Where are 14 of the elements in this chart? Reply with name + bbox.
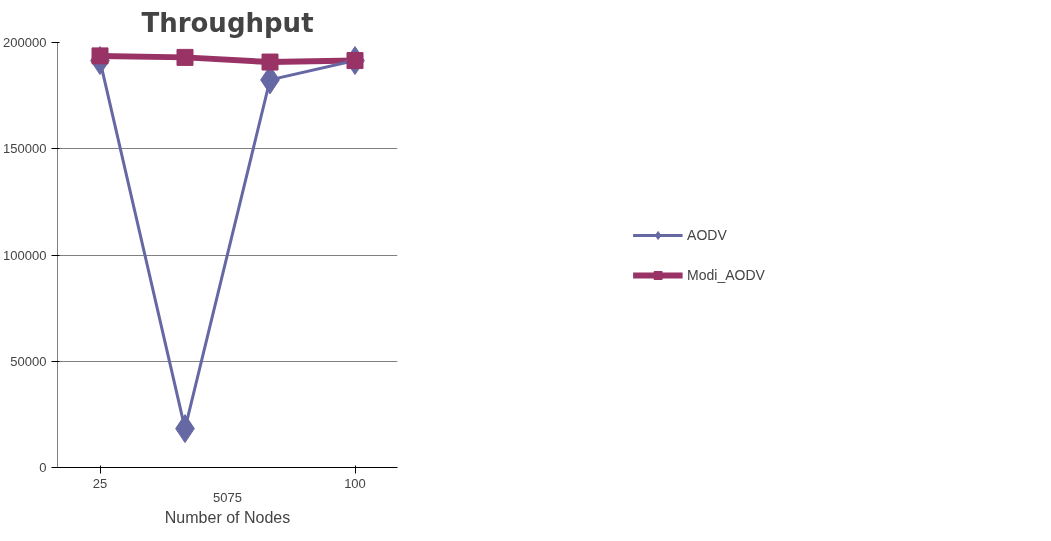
- chart-title: Throughput: [141, 7, 314, 38]
- point: [176, 48, 194, 66]
- text: 5075: [213, 489, 242, 505]
- x-tick-label: 100: [344, 475, 366, 491]
- y-tick-label: 0: [39, 460, 47, 475]
- y-tick-label: 150000: [3, 141, 47, 157]
- x-tick-label: 25: [92, 475, 108, 491]
- y-tick-label: 50000: [10, 353, 47, 369]
- y-tick-label: 100000: [3, 247, 47, 263]
- x-axis-title: Number of Nodes: [164, 508, 291, 526]
- y-tick-label: 200000: [3, 35, 47, 50]
- legend-label: Modi_AODV: [687, 266, 765, 283]
- legend-label: AODV: [687, 226, 727, 243]
- point: [261, 53, 279, 71]
